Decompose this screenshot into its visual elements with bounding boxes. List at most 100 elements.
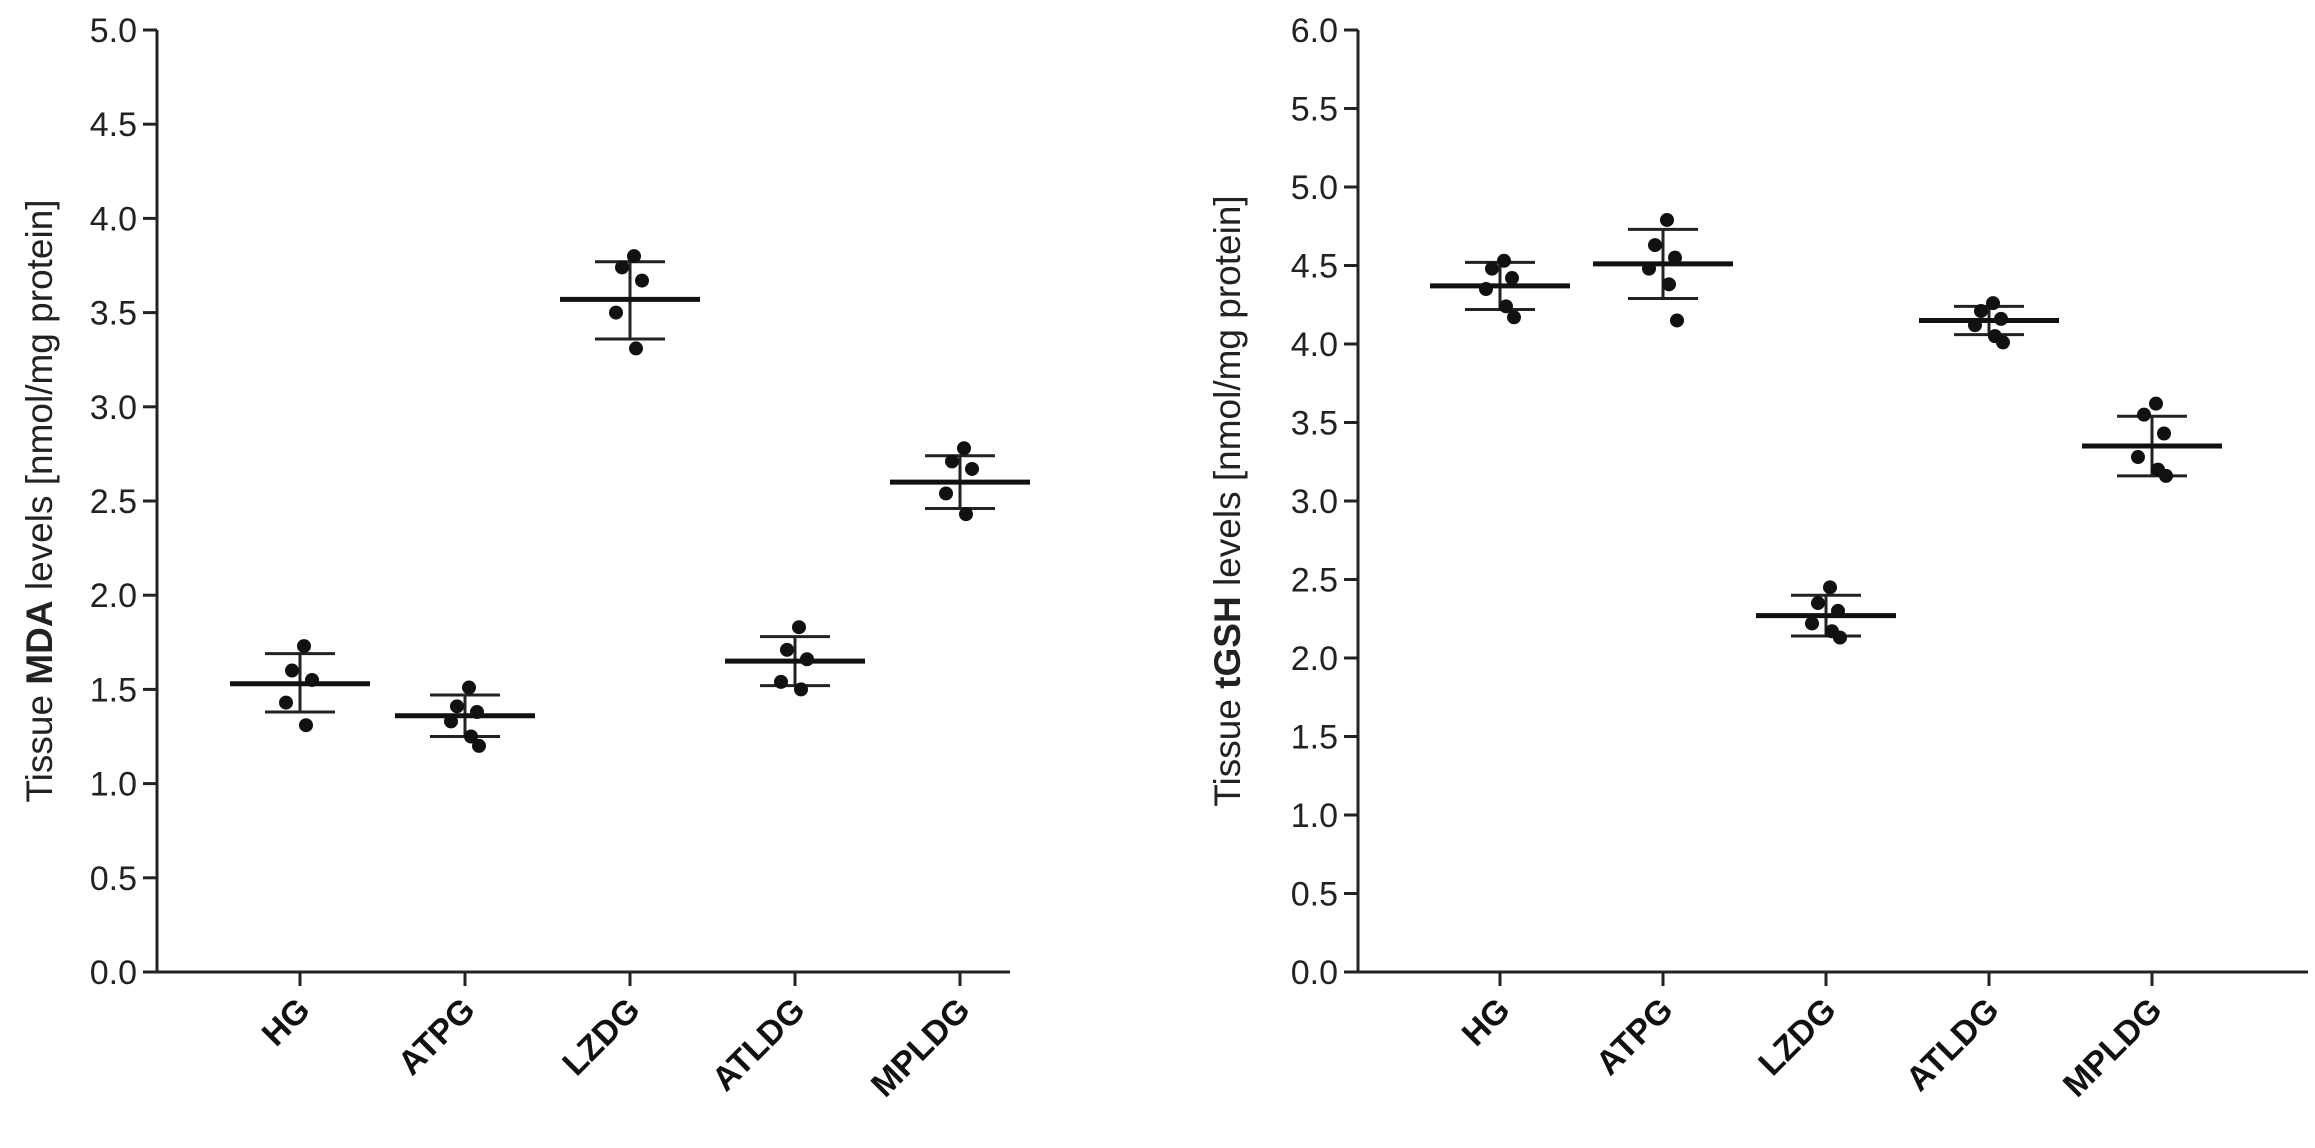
tgsh-y-axis-label: Tissue tGSH levels [nmol/mg protein] <box>1207 195 1248 806</box>
tgsh-data-point <box>2137 407 2151 422</box>
tgsh-data-point <box>1811 596 1825 611</box>
mda-data-point <box>939 486 953 501</box>
mda-data-point <box>629 341 643 356</box>
mda-group-atpg: ATPG <box>391 680 535 1083</box>
mda-group-lzdg: LZDG <box>555 249 700 1083</box>
tgsh-data-point <box>1662 277 1676 292</box>
tgsh-data-point <box>1660 212 1674 227</box>
tgsh-group-atldg: ATLDG <box>1899 296 2059 1099</box>
tgsh-group-lzdg: LZDG <box>1751 580 1896 1083</box>
mda-data-point <box>780 642 794 657</box>
tgsh-y-tick-label: 6.0 <box>1291 12 1338 50</box>
tgsh-y-tick-label: 4.0 <box>1291 326 1338 364</box>
tgsh-data-point <box>1499 299 1513 314</box>
mda-y-tick-label: 5.0 <box>90 12 137 50</box>
mda-x-tick-label: ATPG <box>391 991 483 1083</box>
tgsh-y-axis-label-bold: tGSH <box>1207 596 1248 689</box>
tgsh-x-tick-label: ATPG <box>1589 991 1681 1083</box>
mda-data-point <box>299 718 313 733</box>
mda-data-point <box>959 507 973 522</box>
tgsh-y-tick-label: 0.5 <box>1291 876 1338 914</box>
mda-x-tick-label: HG <box>255 991 318 1054</box>
tgsh-data-point <box>2157 426 2171 441</box>
mda-y-tick-label: 3.5 <box>90 295 137 333</box>
tgsh-data-point <box>1833 630 1847 645</box>
mda-data-point <box>450 699 464 714</box>
mda-chart-panel: 0.0 0.5 1.0 1.5 2.0 2.5 3.0 3.5 4.0 4.5 5.0 Tissue … <box>0 0 1157 1148</box>
tgsh-data-point <box>1823 580 1837 595</box>
mda-group-hg: HG <box>230 639 370 1054</box>
mda-x-tick-label: MPLDG <box>864 991 978 1105</box>
mda-data-point <box>609 305 623 320</box>
mda-data-point <box>965 461 979 476</box>
mda-y-tick-label: 3.0 <box>90 389 137 427</box>
tgsh-data-point <box>1497 253 1511 268</box>
tgsh-data-point <box>1986 296 2000 311</box>
tgsh-data-point <box>2131 450 2145 465</box>
mda-data-point <box>792 620 806 635</box>
tgsh-y-tick-label: 3.0 <box>1291 483 1338 521</box>
tgsh-x-tick-label: MPLDG <box>2056 991 2170 1105</box>
mda-y-tick-label: 0.0 <box>90 954 137 992</box>
tgsh-group-atpg: ATPG <box>1589 212 1733 1083</box>
tgsh-y-tick-label: 2.0 <box>1291 640 1338 678</box>
mda-data-point <box>635 273 649 288</box>
mda-group-mpldg: MPLDG <box>864 441 1030 1104</box>
tgsh-y-tick-label: 1.5 <box>1291 719 1338 757</box>
tgsh-y-tick-label: 2.5 <box>1291 562 1338 600</box>
mda-data-point <box>615 260 629 275</box>
mda-y-tick-label: 2.0 <box>90 577 137 615</box>
tgsh-y-tick-label: 4.5 <box>1291 248 1338 286</box>
tgsh-y-tick-label: 3.5 <box>1291 405 1338 443</box>
tgsh-chart: 0.0 0.5 1.0 1.5 2.0 2.5 3.0 3.5 4.0 4.5 5.0 5.5 6.0 T… <box>1207 12 2308 1105</box>
mda-chart: 0.0 0.5 1.0 1.5 2.0 2.5 3.0 3.5 4.0 4.5 5.0 Tissue … <box>19 12 1030 1104</box>
tgsh-data-point <box>2159 468 2173 483</box>
mda-y-axis-label-suffix: levels [nmol/mg protein] <box>19 199 60 600</box>
tgsh-data-point <box>2149 396 2163 411</box>
tgsh-y-axis-label-prefix: Tissue <box>1207 689 1248 807</box>
tgsh-x-tick-label: HG <box>1455 991 1518 1054</box>
mda-y-axis-label: Tissue MDA levels [nmol/mg protein] <box>19 199 60 802</box>
tgsh-data-point <box>1648 238 1662 253</box>
mda-y-axis-label-prefix: Tissue <box>19 685 60 803</box>
mda-data-point <box>627 249 641 264</box>
mda-y-axis-label-bold: MDA <box>19 600 60 684</box>
tgsh-data-point <box>1974 304 1988 319</box>
tgsh-y-tick-label: 5.5 <box>1291 91 1338 129</box>
mda-data-point <box>472 738 486 753</box>
mda-x-tick-label: ATLDG <box>705 991 813 1099</box>
mda-y-tick-label: 1.0 <box>90 766 137 804</box>
mda-data-point <box>297 639 311 654</box>
mda-data-point <box>279 695 293 710</box>
mda-data-point <box>794 682 808 697</box>
mda-y-tick-label: 4.0 <box>90 200 137 238</box>
tgsh-data-point <box>1507 310 1521 325</box>
tgsh-group-hg: HG <box>1430 253 1570 1054</box>
tgsh-data-point <box>1805 616 1819 631</box>
mda-y-tick-label: 2.5 <box>90 483 137 521</box>
mda-data-point <box>285 663 299 678</box>
mda-y-tick-label: 0.5 <box>90 860 137 898</box>
tgsh-data-point <box>1485 261 1499 276</box>
tgsh-x-tick-label: LZDG <box>1751 991 1843 1083</box>
tgsh-y-tick-label: 0.0 <box>1291 954 1338 992</box>
tgsh-data-point <box>1670 313 1684 328</box>
tgsh-y-tick-label: 5.0 <box>1291 169 1338 207</box>
mda-x-tick-label: LZDG <box>555 991 647 1083</box>
tgsh-group-mpldg: MPLDG <box>2056 396 2222 1105</box>
mda-data-point <box>464 729 478 744</box>
mda-data-point <box>957 441 971 456</box>
tgsh-y-axis-label-suffix: levels [nmol/mg protein] <box>1207 195 1248 596</box>
mda-data-point <box>462 680 476 695</box>
mda-data-point <box>945 454 959 469</box>
tgsh-data-point <box>1668 250 1682 265</box>
tgsh-x-tick-label: ATLDG <box>1899 991 2007 1099</box>
tgsh-chart-panel: 0.0 0.5 1.0 1.5 2.0 2.5 3.0 3.5 4.0 4.5 5.0 5.5 6.0 T… <box>1158 0 2315 1148</box>
tgsh-data-point <box>1996 335 2010 350</box>
tgsh-data-point <box>1505 271 1519 286</box>
tgsh-y-tick-label: 1.0 <box>1291 797 1338 835</box>
mda-group-atldg: ATLDG <box>705 620 865 1099</box>
mda-data-point <box>774 674 788 689</box>
mda-y-tick-label: 4.5 <box>90 106 137 144</box>
mda-y-tick-label: 1.5 <box>90 671 137 709</box>
